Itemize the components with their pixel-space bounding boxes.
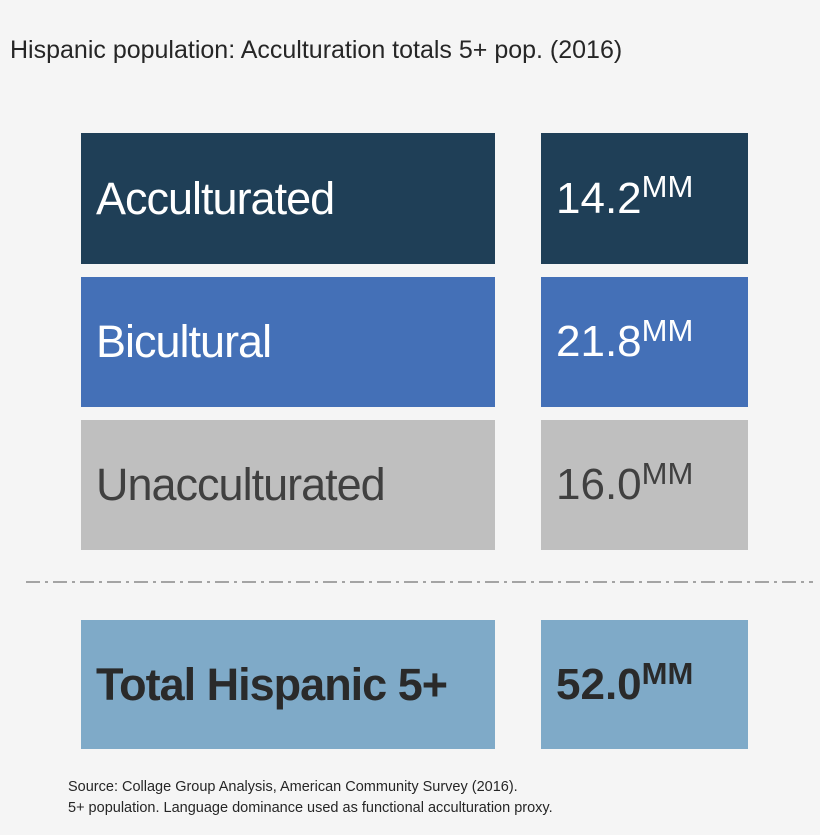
value-unit: MM (641, 656, 694, 691)
row-label-acculturated: Acculturated (81, 133, 495, 264)
row-value-acculturated: 14.2 MM (541, 133, 748, 264)
total-label: Total Hispanic 5+ (81, 620, 495, 749)
value-unit: MM (641, 169, 694, 204)
total-value: 52.0 MM (541, 620, 748, 749)
value-unit: MM (641, 456, 694, 491)
value-number: 21.8 (556, 317, 642, 366)
source-line-2: 5+ population. Language dominance used a… (68, 800, 553, 816)
value-number: 16.0 (556, 460, 642, 509)
value-number: 52.0 (556, 659, 642, 709)
value-unit: MM (641, 313, 694, 348)
row-value-unacculturated: 16.0 MM (541, 420, 748, 550)
value-number: 14.2 (556, 173, 642, 223)
source-note: Source: Collage Group Analysis, American… (68, 777, 553, 819)
row-value-bicultural: 21.8 MM (541, 277, 748, 407)
dash-dot-divider (26, 581, 813, 583)
chart-title: Hispanic population: Acculturation total… (10, 36, 623, 64)
source-line-1: Source: Collage Group Analysis, American… (68, 779, 518, 795)
row-label-bicultural: Bicultural (81, 277, 495, 407)
row-label-unacculturated: Unacculturated (81, 420, 495, 550)
